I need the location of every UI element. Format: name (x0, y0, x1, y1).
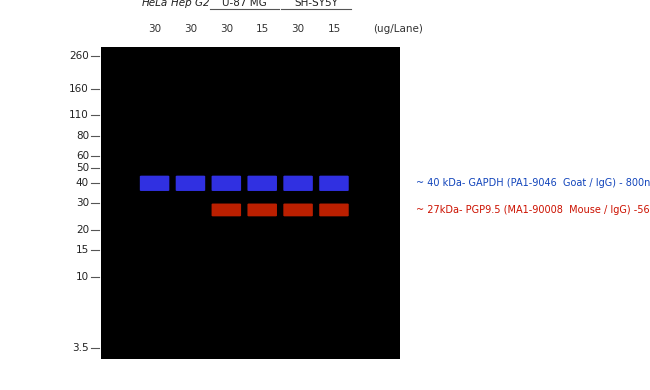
FancyBboxPatch shape (248, 204, 277, 216)
Text: Hep G2: Hep G2 (171, 0, 210, 8)
Text: SH-SY5Y: SH-SY5Y (294, 0, 338, 8)
FancyBboxPatch shape (283, 204, 313, 216)
Text: 60: 60 (76, 151, 89, 161)
Text: 10: 10 (76, 272, 89, 282)
FancyBboxPatch shape (211, 176, 241, 191)
Text: 20: 20 (76, 225, 89, 235)
Text: 15: 15 (76, 245, 89, 255)
FancyBboxPatch shape (319, 204, 348, 216)
Text: 15: 15 (255, 24, 269, 34)
Bar (101, 47, 400, 359)
Text: 50: 50 (76, 163, 89, 173)
Text: 40: 40 (76, 178, 89, 188)
Text: 3.5: 3.5 (72, 343, 89, 353)
Text: 30: 30 (148, 24, 161, 34)
Text: 30: 30 (184, 24, 197, 34)
Text: 30: 30 (220, 24, 233, 34)
Text: ~ 27kDa- PGP9.5 (MA1-90008  Mouse / IgG) -568nm: ~ 27kDa- PGP9.5 (MA1-90008 Mouse / IgG) … (416, 205, 650, 215)
Text: 30: 30 (292, 24, 305, 34)
Text: ~ 40 kDa- GAPDH (PA1-9046  Goat / IgG) - 800nm: ~ 40 kDa- GAPDH (PA1-9046 Goat / IgG) - … (416, 178, 650, 188)
Text: U-87 MG: U-87 MG (222, 0, 266, 8)
FancyBboxPatch shape (248, 176, 277, 191)
Text: 15: 15 (328, 24, 341, 34)
FancyBboxPatch shape (140, 176, 169, 191)
FancyBboxPatch shape (319, 176, 348, 191)
FancyBboxPatch shape (176, 176, 205, 191)
Text: HeLa: HeLa (142, 0, 168, 8)
Text: 30: 30 (76, 198, 89, 208)
Text: 110: 110 (70, 110, 89, 120)
Text: 260: 260 (70, 51, 89, 62)
FancyBboxPatch shape (211, 204, 241, 216)
FancyBboxPatch shape (283, 176, 313, 191)
Text: 160: 160 (70, 84, 89, 94)
Text: 80: 80 (76, 131, 89, 141)
Text: (ug/Lane): (ug/Lane) (373, 24, 423, 34)
